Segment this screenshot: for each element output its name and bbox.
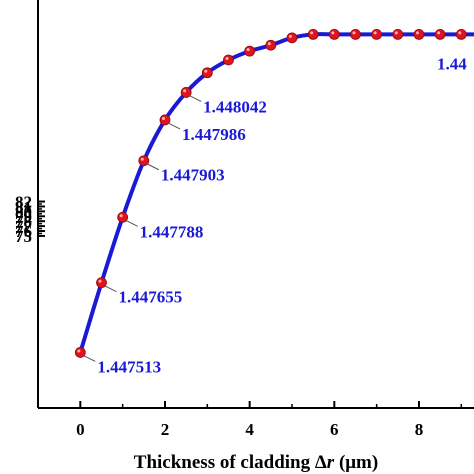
data-label: 1.447513 bbox=[97, 357, 161, 376]
data-label: 1.448042 bbox=[203, 97, 267, 116]
data-point bbox=[307, 29, 319, 40]
data-point-highlight bbox=[352, 31, 356, 35]
x-axis-title-var: r bbox=[327, 452, 335, 473]
data-label-leader bbox=[83, 355, 96, 362]
series-layer bbox=[74, 29, 474, 358]
data-label: 1.44 bbox=[437, 54, 467, 73]
x-axis-title-suffix: (μm) bbox=[334, 452, 378, 473]
data-point-highlight bbox=[415, 31, 419, 35]
data-label: 1.447655 bbox=[118, 288, 182, 307]
data-point-highlight bbox=[204, 69, 208, 73]
x-tick-label: 8 bbox=[415, 420, 424, 439]
data-point-highlight bbox=[246, 48, 250, 52]
data-point-highlight bbox=[225, 56, 229, 60]
y-tick-label: 76 bbox=[15, 222, 32, 241]
y-tick-label: 78 bbox=[15, 212, 32, 231]
data-label-leader bbox=[125, 219, 138, 227]
data-label-leader bbox=[146, 163, 160, 171]
x-axis-title: Thickness of cladding Δr (μm) bbox=[134, 452, 378, 473]
y-tick-label: 75 bbox=[15, 227, 32, 246]
data-point-highlight bbox=[98, 279, 102, 283]
data-label-leader bbox=[167, 122, 181, 130]
data-label: 1.447903 bbox=[161, 166, 225, 185]
x-tick-label: 6 bbox=[330, 420, 339, 439]
data-point bbox=[413, 29, 425, 40]
x-tick-label: 4 bbox=[245, 420, 254, 439]
data-point bbox=[455, 29, 467, 40]
data-label: 1.447986 bbox=[182, 125, 246, 144]
data-point bbox=[244, 45, 256, 57]
data-point-highlight bbox=[267, 42, 271, 46]
data-point-highlight bbox=[394, 31, 398, 35]
data-point-highlight bbox=[373, 31, 377, 35]
data-point bbox=[223, 54, 234, 66]
data-point-highlight bbox=[288, 34, 292, 38]
data-point bbox=[371, 29, 383, 40]
y-tick-label: 82 bbox=[15, 193, 32, 212]
data-point-highlight bbox=[331, 31, 335, 35]
data-point-highlight bbox=[140, 157, 144, 161]
data-point-highlight bbox=[183, 89, 187, 93]
data-label-leader bbox=[188, 94, 202, 102]
x-tick-label: 0 bbox=[76, 420, 85, 439]
data-point bbox=[350, 29, 361, 40]
y-tick-label: 79 bbox=[15, 207, 32, 226]
y-tick-label: 77 bbox=[15, 217, 33, 236]
data-point bbox=[392, 29, 404, 40]
y-tick-label: 80 bbox=[15, 202, 32, 221]
data-point bbox=[286, 32, 298, 44]
data-point-highlight bbox=[161, 116, 165, 120]
data-point bbox=[434, 29, 446, 40]
data-label: 1.447788 bbox=[140, 222, 204, 241]
annotation-layer: 1.447513 1.447655 1.447788 1.447903 1.447986… bbox=[83, 54, 467, 376]
y-tick-label: 81 bbox=[15, 197, 32, 216]
data-point-highlight bbox=[77, 349, 81, 353]
data-point bbox=[201, 67, 213, 79]
data-point-highlight bbox=[119, 214, 123, 218]
x-axis-title-prefix: Thickness of cladding Δ bbox=[134, 452, 327, 473]
data-point-highlight bbox=[458, 31, 462, 35]
data-point bbox=[265, 39, 277, 51]
data-label-leader bbox=[104, 285, 117, 293]
data-point-highlight bbox=[437, 31, 441, 35]
x-tick-label: 2 bbox=[161, 420, 170, 439]
data-point-highlight bbox=[310, 31, 314, 35]
data-point bbox=[328, 29, 340, 40]
